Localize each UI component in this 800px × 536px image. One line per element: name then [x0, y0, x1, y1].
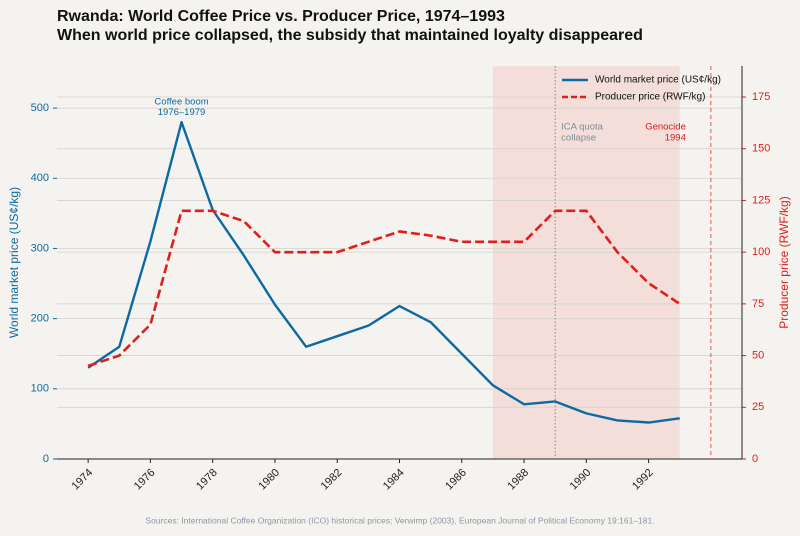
- y2-tick-label: 125: [752, 194, 770, 206]
- x-tick-label: 1992: [630, 467, 656, 493]
- y2-axis-label: Producer price (RWF/kg): [777, 196, 791, 328]
- source-note: Sources: International Coffee Organizati…: [145, 515, 654, 525]
- chart-subtitle: When world price collapsed, the subsidy …: [57, 27, 643, 44]
- y-tick-label: 100: [31, 383, 49, 395]
- y2-tick-label: 100: [752, 246, 770, 258]
- reference-label: collapse: [561, 133, 596, 144]
- y-tick-label: 200: [31, 313, 49, 325]
- x-tick-label: 1988: [505, 467, 531, 493]
- y-tick-label: 400: [31, 172, 49, 184]
- x-tick-label: 1980: [256, 467, 282, 493]
- legend-label: World market price (US¢/kg): [595, 75, 721, 86]
- reference-label: Genocide: [645, 122, 686, 133]
- reference-label: 1994: [665, 133, 686, 144]
- legend-label: Producer price (RWF/kg): [595, 92, 705, 103]
- annotation: 1976–1979: [158, 107, 206, 118]
- x-tick-label: 1986: [443, 467, 469, 493]
- y-tick-label: 500: [31, 102, 49, 114]
- chart-title: Rwanda: World Coffee Price vs. Producer …: [57, 8, 505, 25]
- x-tick-label: 1978: [194, 467, 220, 493]
- y2-tick-label: 50: [752, 349, 764, 361]
- y2-tick-label: 150: [752, 143, 770, 155]
- y2-tick-label: 75: [752, 298, 764, 310]
- y-axis-label: World market price (US¢/kg): [7, 187, 21, 338]
- reference-label: ICA quota: [561, 122, 603, 133]
- y-tick-label: 0: [43, 453, 49, 465]
- annotation: Coffee boom: [154, 97, 208, 108]
- series-line: [87, 120, 680, 424]
- series-line: [87, 209, 681, 368]
- y2-tick-label: 175: [752, 91, 770, 103]
- x-tick-label: 1982: [319, 467, 345, 493]
- x-tick-label: 1974: [70, 467, 96, 493]
- shaded-span: [492, 66, 680, 459]
- y2-tick-label: 25: [752, 401, 764, 413]
- x-tick-label: 1990: [568, 467, 594, 493]
- x-tick-label: 1984: [381, 467, 407, 493]
- x-tick-label: 1976: [132, 467, 158, 493]
- y2-tick-label: 0: [752, 453, 758, 465]
- y-tick-label: 300: [31, 242, 49, 254]
